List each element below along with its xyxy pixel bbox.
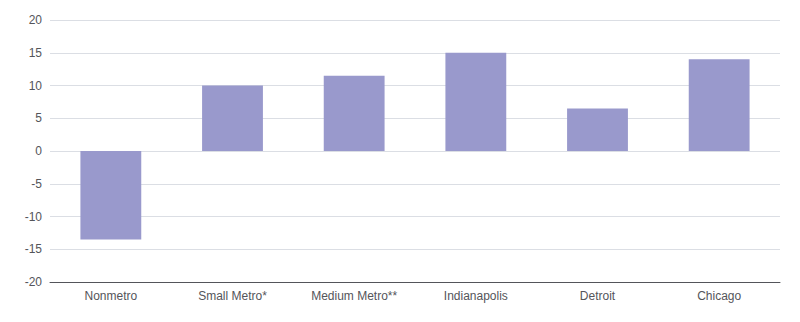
svg-text:5: 5: [35, 111, 42, 125]
svg-text:20: 20: [29, 13, 43, 27]
svg-text:Nonmetro: Nonmetro: [84, 289, 137, 303]
svg-text:Medium Metro**: Medium Metro**: [311, 289, 397, 303]
svg-text:-10: -10: [25, 210, 43, 224]
svg-text:Small Metro*: Small Metro*: [198, 289, 267, 303]
svg-text:Detroit: Detroit: [580, 289, 616, 303]
svg-text:10: 10: [29, 79, 43, 93]
svg-text:-15: -15: [25, 242, 43, 256]
svg-text:-5: -5: [31, 177, 42, 191]
svg-text:Indianapolis: Indianapolis: [444, 289, 508, 303]
svg-text:Chicago: Chicago: [697, 289, 741, 303]
svg-text:-20: -20: [25, 275, 43, 289]
svg-text:15: 15: [29, 46, 43, 60]
svg-text:0: 0: [35, 144, 42, 158]
